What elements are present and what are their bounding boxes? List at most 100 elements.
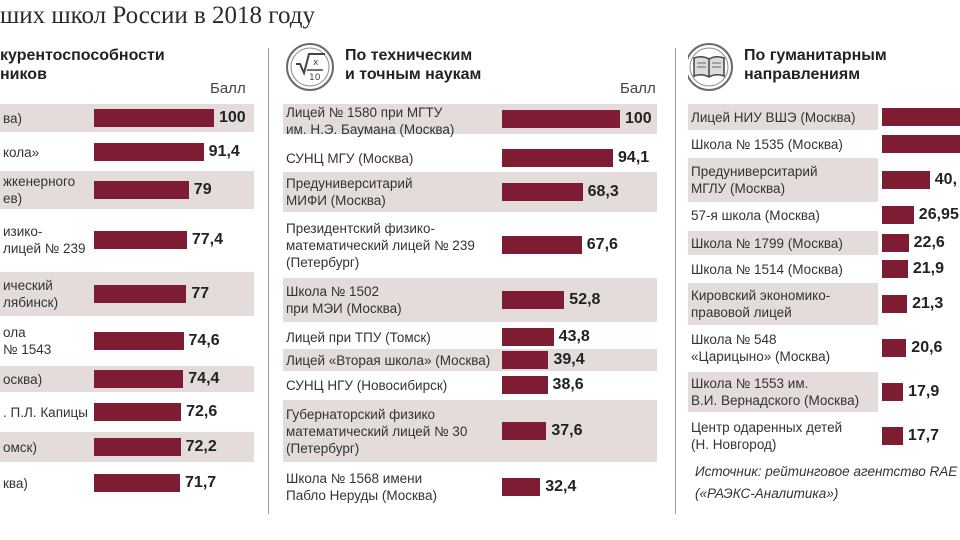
bar-row: ический лябинск) 77 [0,272,266,316]
bar-row: Предуниверситарий МИФИ (Москва) 68,3 [283,172,663,212]
bar-row: Школа № 1799 (Москва) 22,6 [688,231,960,255]
bar-row: изико-лицей № 239 77,4 [0,211,266,269]
bar-row: Лицей «Вторая школа» (Москва) 39,4 [283,349,663,371]
panel-divider-2 [675,48,676,514]
bar-row: Школа № 1514 (Москва) 21,9 [688,257,960,281]
category-label: Президентский физико-математический лице… [286,220,475,270]
bar [882,206,914,224]
bar-value-label: 17,9 [908,382,940,400]
bar-row: Лицей НИУ ВШЭ (Москва) [688,104,960,130]
source-note: Источник: рейтинговое агентство RAE («РАЭ… [695,464,958,501]
row-background [283,349,657,371]
category-label: Школа № 548 «Царицыно» (Москва) [691,332,831,364]
bar-row: Школа № 548 «Царицыно» (Москва) 20,6 [688,328,960,368]
bar [882,383,904,401]
row-background [283,278,657,322]
bar-value-label: 68,3 [587,182,619,200]
bar-value-label: 67,6 [586,235,618,253]
category-label: Центр одаренных детей (Н. Новгород) [691,420,843,452]
bar [502,422,547,440]
category-label: Школа № 1535 (Москва) [691,136,843,152]
bar-value-label: 74,6 [188,331,220,349]
category-label: изико-лицей № 239 [3,224,86,256]
svg-text:10: 10 [309,73,321,83]
bar-value-label: 77,4 [191,230,224,248]
category-label: ва) [3,110,23,126]
row-background [688,283,878,325]
category-label: 57-я школа (Москва) [691,207,820,223]
svg-text:x: x [313,58,319,68]
panel-title-humanities: По гуманитарным направлениям [744,47,887,83]
category-label: СУНЦ МГУ (Москва) [286,150,414,166]
bar-row: осква) 74,4 [0,366,266,392]
bar-row: Лицей при ТПУ (Томск) 43,8 [283,327,663,347]
bar-row: Школа № 1502 при МЭИ (Москва) 52,8 [283,278,663,322]
bar [94,438,181,456]
category-label: ква) [3,475,28,491]
category-label: Кировский экономико-правовой лицей [691,288,831,320]
bar-value-label: 74,4 [188,369,220,387]
bar [94,143,204,161]
bar [882,427,903,445]
category-label: Школа № 1514 (Москва) [691,261,843,277]
bar-value-label: 21,9 [912,259,944,277]
bar-value-label: 77 [191,284,210,302]
bar-row: Губернаторский физико математический лице… [283,400,663,462]
bar-value-label: 100 [219,108,246,126]
panel-title-technical: По техническим и точным наукам [345,47,482,83]
bar-value-label: 72,6 [186,402,218,420]
bar-row: омск) 72,2 [0,432,266,462]
bar-row: Президентский физико-математический лице… [283,215,663,275]
bar-row: . П.Л. Капицы 72,6 [0,395,266,429]
bar-row: Школа № 1535 (Москва) [688,132,960,156]
bar-value-label: 40, [934,170,958,188]
bar-row: ола № 1543 74,6 [0,321,266,361]
bar-value-label: 26,95 [918,205,959,223]
bar [502,291,565,309]
bar [94,181,189,199]
bar [94,109,214,127]
column-label-score: Балл [620,80,656,97]
bar-value-label: 72,2 [185,437,217,455]
category-label: . П.Л. Капицы [3,404,88,420]
bar-value-label: 79 [193,180,212,198]
category-label: Губернаторский физико математический лице… [286,406,468,456]
bar-value-label: 21,3 [912,294,944,312]
bar [94,231,187,249]
row-background [688,372,878,412]
category-label: Лицей при ТПУ (Томск) [286,329,431,345]
category-label: жкенерного ев) [3,174,76,206]
category-label: осква) [3,371,43,387]
bar-value-label: 100 [625,109,652,127]
chart-panel-humanities: По гуманитарным направлениям Лицей НИУ ВШ… [688,0,960,540]
category-label: Школа № 1502 при МЭИ (Москва) [286,284,402,316]
bar-row: жкенерного ев) 79 [0,171,266,209]
open-book-icon [688,43,733,91]
bar [882,171,930,189]
bar-value-label: 17,7 [907,426,940,444]
bar-value-label: 43,8 [558,327,590,345]
category-label: кола» [3,144,40,160]
bar [94,403,182,421]
category-label: Школа № 1568 имени Пабло Неруды (Москва) [286,471,437,503]
row-background [283,172,657,212]
bar-value-label: 39,4 [553,350,585,368]
bar-value-label: 37,6 [551,421,583,439]
bar-row: ква) 71,7 [0,467,266,499]
chart-panel-technical: x 10 По техническим и точным наукам Балл … [283,0,663,540]
panel-title-competitiveness: курентоспособности ников [0,47,165,83]
bar [882,108,960,126]
bar [882,234,909,252]
row-background [283,400,657,462]
bar [502,236,582,254]
category-label: Лицей НИУ ВШЭ (Москва) [691,109,856,125]
bar [502,149,614,167]
row-background [688,104,878,130]
bar-row: СУНЦ НГУ (Новосибирск) 38,6 [283,373,663,397]
bar-value-label: 22,6 [913,233,945,251]
bar-row: Лицей № 1580 при МГТУ им. Н.Э. Баумана (М… [283,104,663,137]
bar-value-label: 38,6 [552,375,584,393]
bar-row: Школа № 1553 им. В.И. Вернадского (Москва… [688,372,960,412]
category-label: ический лябинск) [3,278,59,310]
bar [94,332,184,350]
